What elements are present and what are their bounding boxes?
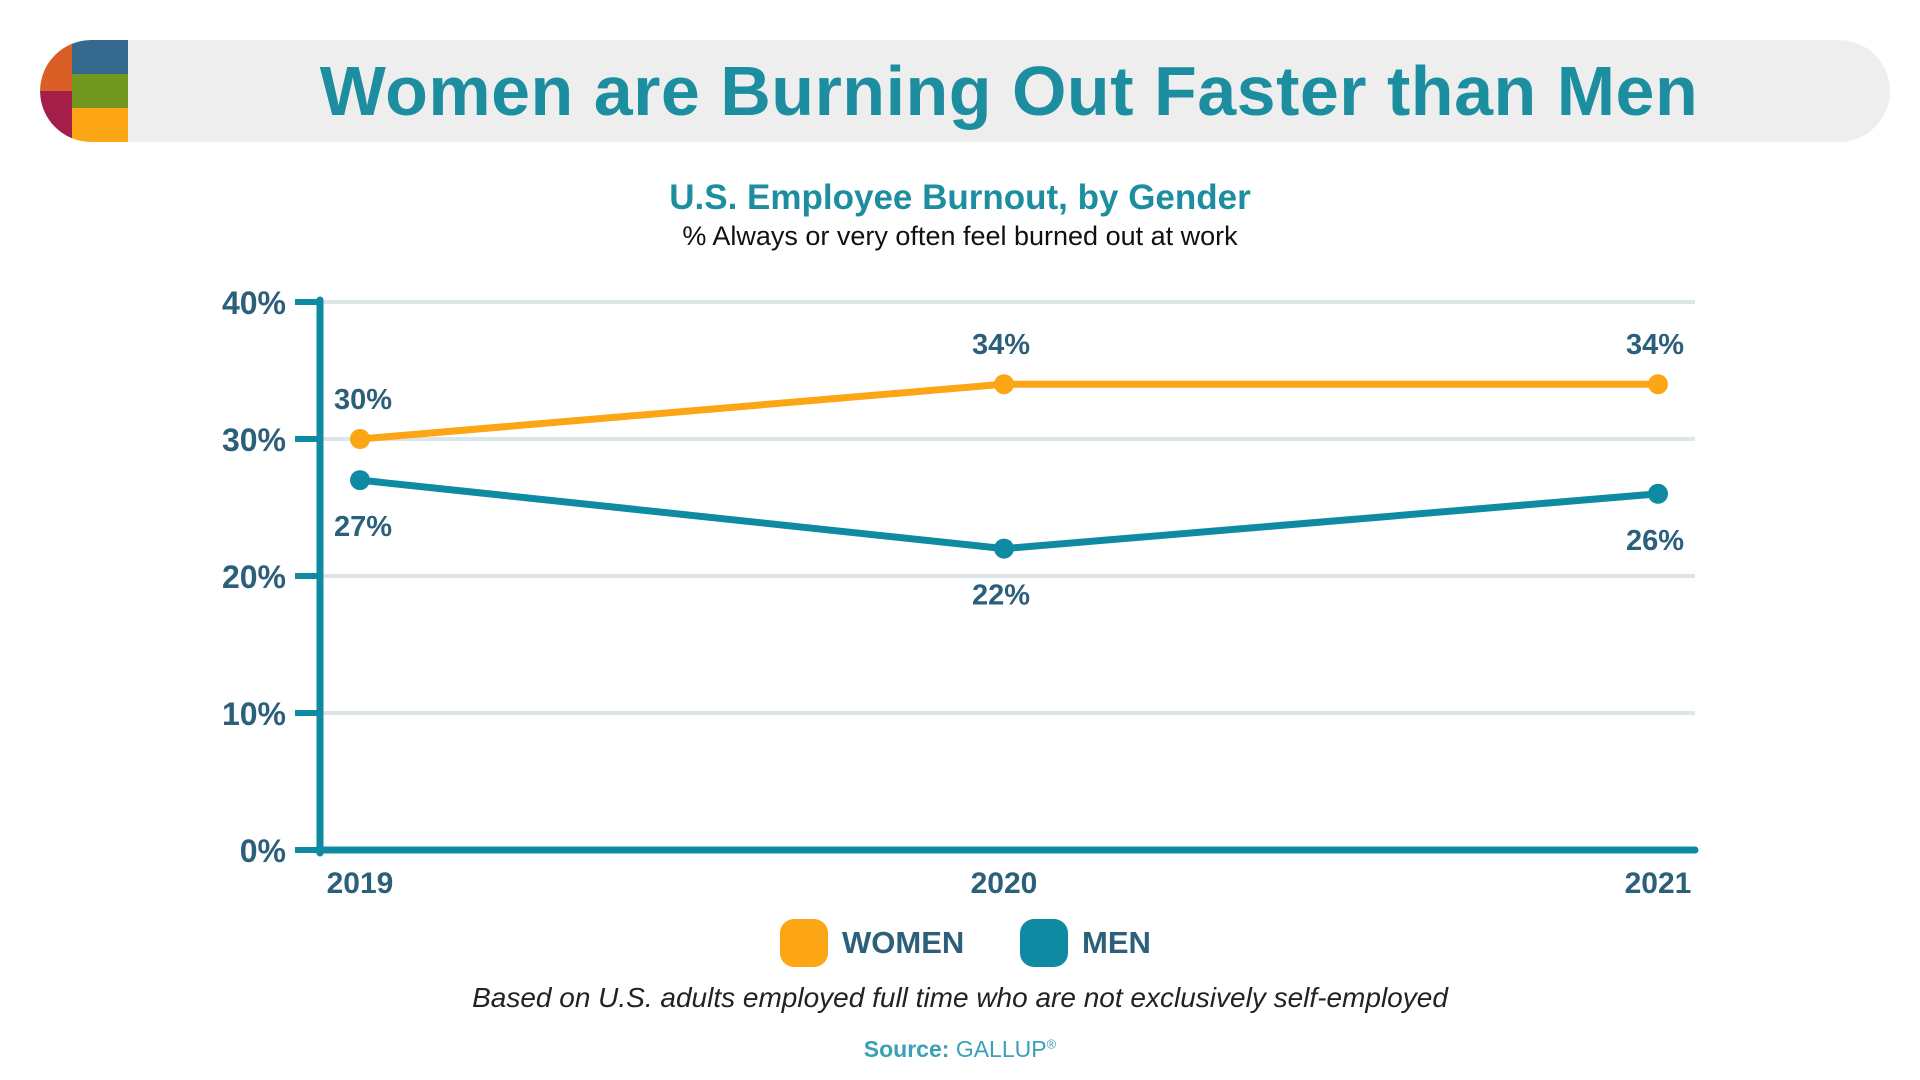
data-labels: 30% 34% 34% 27% 22% 26% <box>334 329 1684 611</box>
data-label-men: 27% <box>334 511 392 543</box>
y-tick-label: 0% <box>240 833 286 869</box>
data-label-women: 30% <box>334 384 392 416</box>
data-point-men <box>994 538 1014 559</box>
logo-cell-crimson <box>40 91 72 142</box>
data-label-women: 34% <box>972 329 1030 361</box>
chart-legend: WOMEN MEN <box>0 918 1920 968</box>
logo-cell-orange <box>40 40 72 91</box>
legend-swatch-men <box>1020 919 1068 967</box>
y-tick-label: 10% <box>222 696 286 732</box>
title-banner: Women are Burning Out Faster than Men <box>40 40 1890 142</box>
chart-footnote: Based on U.S. adults employed full time … <box>472 982 1448 1013</box>
page-title: Women are Burning Out Faster than Men <box>319 52 1699 130</box>
chart-title: U.S. Employee Burnout, by Gender <box>669 178 1251 217</box>
data-point-women <box>350 429 370 449</box>
series-line-men <box>356 476 1662 553</box>
gridlines <box>320 300 1695 715</box>
source-label: Source: <box>863 1036 950 1062</box>
registered-mark: ® <box>1046 1036 1057 1052</box>
data-label-men: 22% <box>972 580 1030 612</box>
axes: 0% 10% 20% 30% 40% 2019 2020 2021 <box>222 285 1699 900</box>
data-point-men <box>350 470 370 491</box>
data-point-women <box>994 374 1014 395</box>
x-tick-label: 2019 <box>327 867 394 900</box>
y-tick-label: 40% <box>222 285 286 321</box>
legend-item-women: WOMEN <box>780 918 964 968</box>
logo-cell-blue <box>72 40 128 74</box>
y-tick-label: 30% <box>222 422 286 458</box>
legend-swatch-women <box>780 919 828 967</box>
x-tick-label: 2021 <box>1625 867 1692 900</box>
legend-label-women: WOMEN <box>842 925 965 960</box>
source-credit: Source: GALLUP® <box>0 1036 1920 1063</box>
data-point-men <box>1648 483 1668 504</box>
data-label-men: 26% <box>1626 525 1684 557</box>
source-name: GALLUP <box>955 1036 1047 1062</box>
gallup-logo-icon <box>40 40 128 142</box>
data-label-women: 34% <box>1626 329 1684 361</box>
x-tick-label: 2020 <box>971 867 1038 900</box>
legend-item-men: MEN <box>1020 918 1151 968</box>
series <box>350 374 1668 559</box>
data-point-women <box>1648 374 1668 395</box>
chart-subtitle: % Always or very often feel burned out a… <box>682 221 1238 251</box>
legend-label-men: MEN <box>1082 925 1151 960</box>
logo-cell-green <box>72 74 128 108</box>
y-tick-label: 20% <box>222 559 286 595</box>
logo-cell-yellow <box>72 108 128 142</box>
